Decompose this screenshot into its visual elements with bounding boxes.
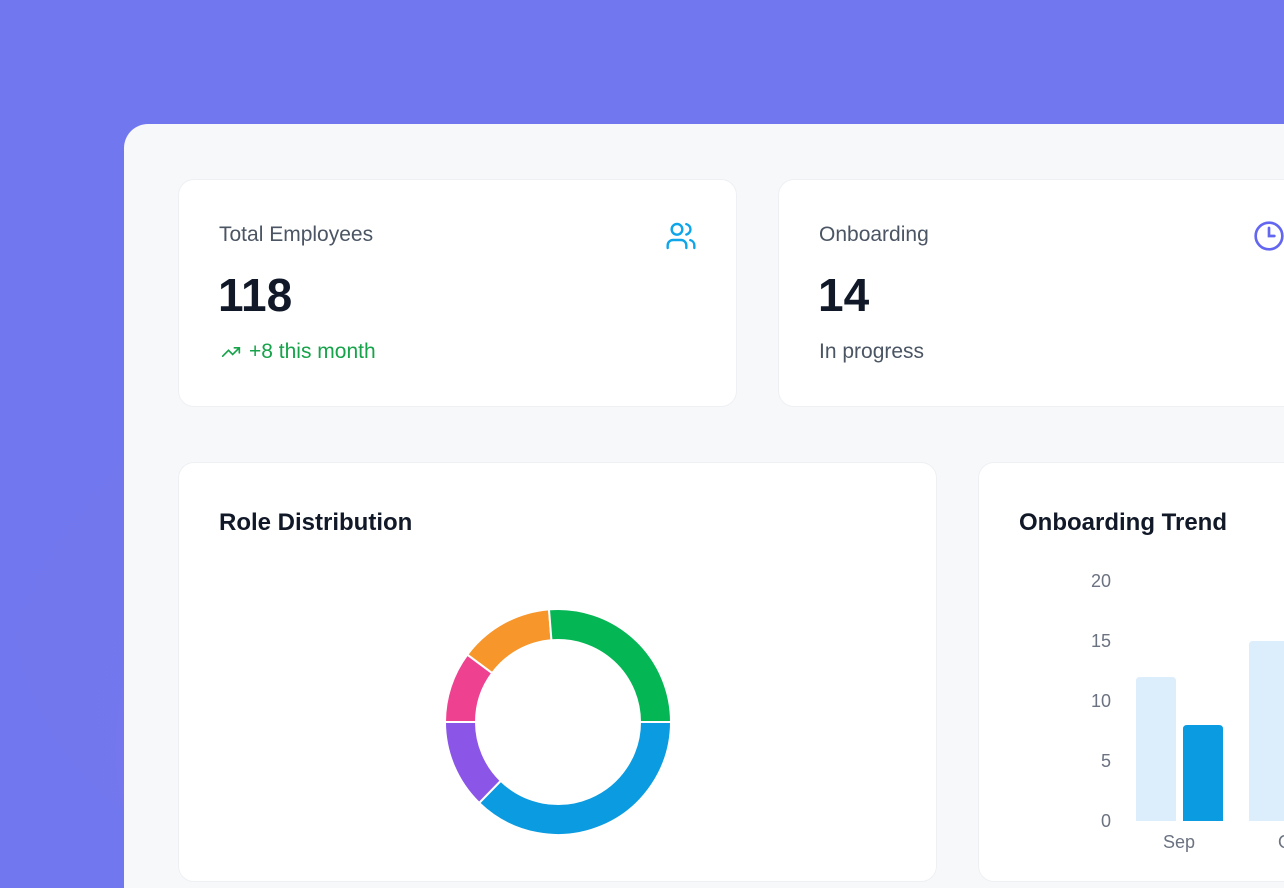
chart-title: Role Distribution [219, 509, 413, 536]
stat-sub: In progress [819, 340, 925, 363]
trending-up-icon [221, 347, 241, 357]
stat-change: +8 this month [219, 340, 376, 364]
stat-change-text: +8 this month [249, 340, 376, 363]
dashboard-panel: Total Employees 118 +8 this month Onboar… [124, 124, 1284, 888]
onboarding-bar-chart: 0 5 10 15 20 Sep Oct [1091, 571, 1284, 852]
stat-label: Total Employees [219, 223, 374, 246]
stat-card-total-employees: Total Employees 118 +8 this month [178, 179, 737, 407]
stat-value: 14 [818, 269, 870, 321]
stat-card-onboarding: Onboarding 14 In progress [778, 179, 1284, 407]
y-tick-label: 15 [1091, 631, 1111, 651]
stat-value: 118 [218, 269, 293, 321]
stat-label: Onboarding [819, 223, 929, 246]
role-donut-chart [443, 608, 673, 836]
y-tick-label: 5 [1101, 751, 1111, 771]
bar[interactable] [1183, 725, 1223, 821]
bar[interactable] [1249, 641, 1284, 821]
users-icon [666, 222, 696, 250]
y-tick-label: 20 [1091, 571, 1111, 591]
onboarding-trend-card: Onboarding Trend 0 5 10 15 20 Sep Oct [978, 462, 1284, 882]
donut-slice[interactable] [547, 608, 673, 723]
clock-icon [1254, 221, 1284, 251]
bar[interactable] [1136, 677, 1176, 821]
x-tick-label: Oct [1278, 832, 1284, 852]
donut-slice[interactable] [465, 608, 553, 675]
chart-title: Onboarding Trend [1019, 509, 1227, 536]
x-tick-label: Sep [1163, 832, 1195, 852]
y-tick-label: 0 [1101, 811, 1111, 831]
donut-slice[interactable] [477, 721, 673, 836]
role-distribution-card: Role Distribution [178, 462, 937, 882]
y-tick-label: 10 [1091, 691, 1111, 711]
